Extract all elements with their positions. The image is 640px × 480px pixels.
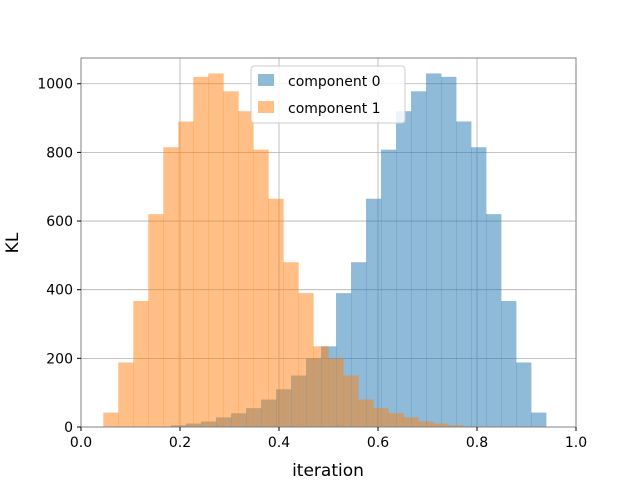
x-tick-label: 0.2 — [169, 435, 191, 451]
histogram-bar — [103, 412, 119, 427]
legend-box — [250, 65, 406, 124]
histogram-bar — [396, 111, 412, 427]
histogram-bar — [148, 214, 164, 427]
x-tick-label: 0.8 — [466, 435, 488, 451]
x-tick-label: 0.6 — [367, 435, 389, 451]
histogram-bar — [441, 76, 457, 428]
histogram-bar — [268, 198, 284, 427]
histogram-bar — [313, 346, 329, 427]
histogram-bar — [531, 412, 547, 427]
histogram-bar — [373, 408, 389, 427]
x-axis-title: iteration — [292, 461, 364, 480]
y-tick-label: 600 — [46, 214, 73, 230]
y-tick-label: 1000 — [37, 77, 73, 93]
histogram-bar — [411, 91, 427, 428]
histogram-bar — [381, 149, 397, 428]
axis-ticks: 0.0 0.2 0.4 0.6 0.8 1.0 0 200 400 600 800 1000 — [37, 77, 587, 451]
plot-area-frame — [80, 57, 577, 428]
histogram-bar — [133, 301, 149, 427]
legend-label-component-1: component 1 — [288, 101, 381, 117]
histogram-bar — [403, 417, 419, 427]
y-tick-label: 400 — [46, 283, 73, 299]
y-tick-label: 800 — [46, 145, 73, 161]
histogram-bar — [118, 362, 134, 427]
histogram-bar — [193, 76, 209, 428]
histogram-bar — [471, 147, 487, 427]
histogram-bar — [426, 73, 442, 428]
histogram-bar — [253, 149, 269, 428]
histogram-bar — [358, 399, 374, 427]
y-tick-label: 0 — [64, 420, 73, 436]
histogram-bar — [433, 423, 449, 427]
histogram-bar — [163, 147, 179, 427]
histogram-bars — [103, 73, 547, 428]
histogram-bar — [178, 121, 194, 428]
x-tick-label: 0.4 — [268, 435, 290, 451]
histogram-bar — [418, 421, 434, 427]
histogram-bar — [283, 262, 299, 427]
histogram-bar — [328, 358, 344, 427]
x-tick-label: 1.0 — [565, 435, 587, 451]
y-axis-title: KL — [3, 232, 23, 253]
histogram-bar — [456, 121, 472, 428]
histogram-bar — [486, 214, 502, 427]
histogram-bar — [366, 198, 382, 427]
series-component-1 — [103, 73, 479, 428]
legend-label-component-0: component 0 — [288, 74, 381, 90]
histogram-bar — [298, 293, 314, 427]
histogram-bar — [501, 301, 517, 427]
y-tick-label: 200 — [46, 351, 73, 367]
x-tick-label: 0.0 — [70, 435, 92, 451]
histogram-bar — [343, 375, 359, 427]
histogram-bar — [448, 425, 464, 427]
legend: component 0 component 1 — [250, 65, 406, 124]
histogram-bar — [516, 362, 532, 427]
histogram-bar — [388, 413, 404, 427]
legend-swatch-component-1 — [258, 101, 274, 113]
histogram-bar — [238, 111, 254, 427]
histogram-bar — [208, 73, 224, 428]
legend-swatch-component-0 — [258, 74, 274, 86]
histogram-bar — [223, 91, 239, 428]
